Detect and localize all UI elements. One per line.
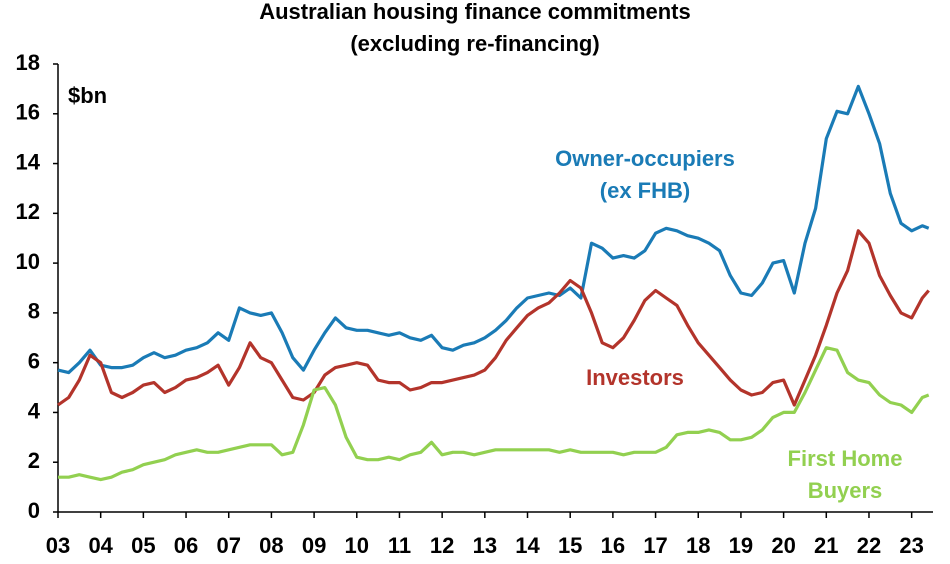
series-label: First Home: [788, 446, 903, 471]
series-label: (ex FHB): [600, 178, 690, 203]
x-tick-label: 09: [302, 533, 326, 558]
x-tick-label: 07: [216, 533, 240, 558]
y-tick-label: 8: [28, 299, 40, 324]
y-tick-label: 14: [16, 149, 41, 174]
y-tick-label: 4: [28, 398, 41, 423]
y-unit-label: $bn: [68, 83, 107, 108]
y-tick-label: 2: [28, 448, 40, 473]
chart-title: Australian housing finance commitments: [259, 0, 691, 24]
chart-subtitle: (excluding re-financing): [350, 31, 599, 56]
x-tick-label: 19: [729, 533, 753, 558]
x-tick-label: 22: [857, 533, 881, 558]
x-tick-label: 18: [686, 533, 710, 558]
y-tick-label: 0: [28, 498, 40, 523]
x-tick-label: 03: [46, 533, 70, 558]
x-tick-label: 15: [558, 533, 582, 558]
x-tick-label: 12: [430, 533, 454, 558]
x-tick-label: 17: [643, 533, 667, 558]
series-label: Investors: [586, 365, 684, 390]
series-label: Owner-occupiers: [555, 146, 735, 171]
series-label: Buyers: [808, 478, 883, 503]
x-tick-label: 20: [771, 533, 795, 558]
series-line: [58, 346, 930, 482]
x-tick-label: 23: [899, 533, 923, 558]
x-tick-label: 21: [814, 533, 838, 558]
y-tick-label: 10: [16, 249, 40, 274]
x-tick-label: 06: [174, 533, 198, 558]
x-tick-label: 04: [88, 533, 113, 558]
y-tick-label: 12: [16, 199, 40, 224]
series-line: [57, 84, 930, 375]
x-tick-label: 10: [345, 533, 369, 558]
y-tick-label: 6: [28, 348, 40, 373]
y-tick-label: 16: [16, 100, 40, 125]
x-tick-label: 13: [473, 533, 497, 558]
x-tick-label: 11: [388, 533, 411, 558]
x-tick-label: 08: [259, 533, 283, 558]
x-tick-label: 05: [131, 533, 155, 558]
y-tick-label: 18: [16, 50, 40, 75]
x-tick-label: 16: [601, 533, 625, 558]
series-line: [57, 229, 930, 407]
x-tick-label: 14: [515, 533, 540, 558]
